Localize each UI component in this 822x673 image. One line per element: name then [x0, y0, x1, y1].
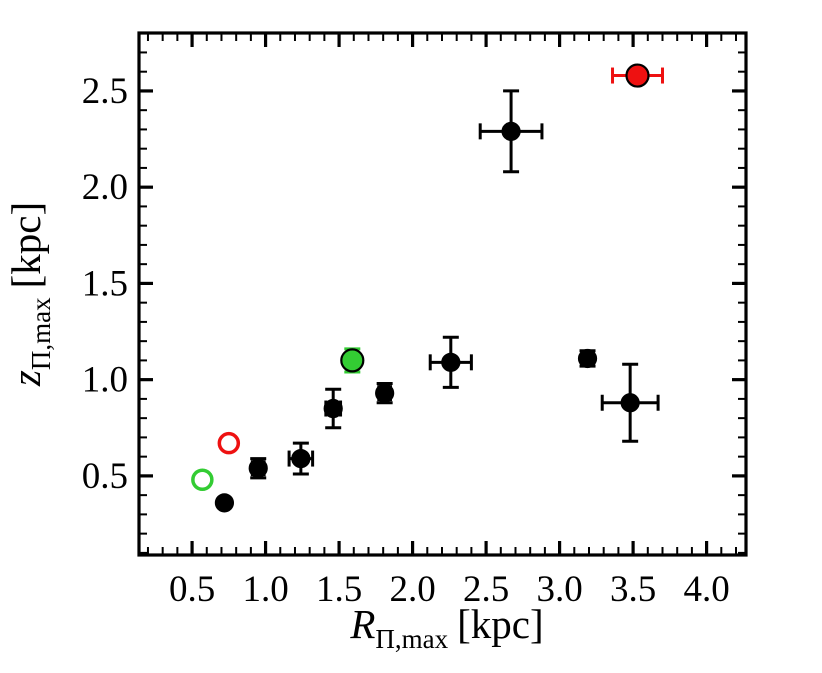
y-tick-label: 2.5: [82, 71, 128, 112]
y-tick-label: 1.0: [82, 360, 128, 401]
y-tick-label: 2.0: [82, 167, 128, 208]
x-tick-label: 3.0: [536, 569, 582, 610]
y-tick-label: 0.5: [82, 456, 128, 497]
red-open-point: [217, 431, 241, 455]
x-tick-label: 2.0: [389, 569, 435, 610]
black-filled-point: [620, 393, 640, 413]
x-tick-label: 0.5: [169, 569, 215, 610]
red-filled-point: [625, 63, 650, 88]
x-tick-label: 4.0: [683, 569, 729, 610]
green-filled-point: [340, 348, 365, 373]
black-filled-point: [248, 458, 268, 478]
x-tick-label: 3.5: [610, 569, 656, 610]
black-filled-point: [375, 383, 395, 403]
x-axis-label: RΠ,max [kpc]: [349, 601, 543, 654]
black-filled-point: [291, 448, 311, 469]
y-tick-label: 1.5: [82, 263, 128, 304]
black-filled-point: [323, 398, 343, 419]
black-filled-point: [214, 493, 235, 513]
x-tick-label: 1.0: [242, 569, 288, 610]
x-tick-label: 2.5: [463, 569, 509, 610]
y-axis-label: zΠ,max[kpc]: [3, 202, 56, 387]
black-filled-point: [501, 121, 521, 141]
x-tick-label: 1.5: [316, 569, 362, 610]
black-filled-point: [441, 352, 461, 372]
black-filled-point: [577, 348, 598, 369]
green-open-point: [191, 468, 214, 491]
plot-frame: [137, 31, 748, 557]
